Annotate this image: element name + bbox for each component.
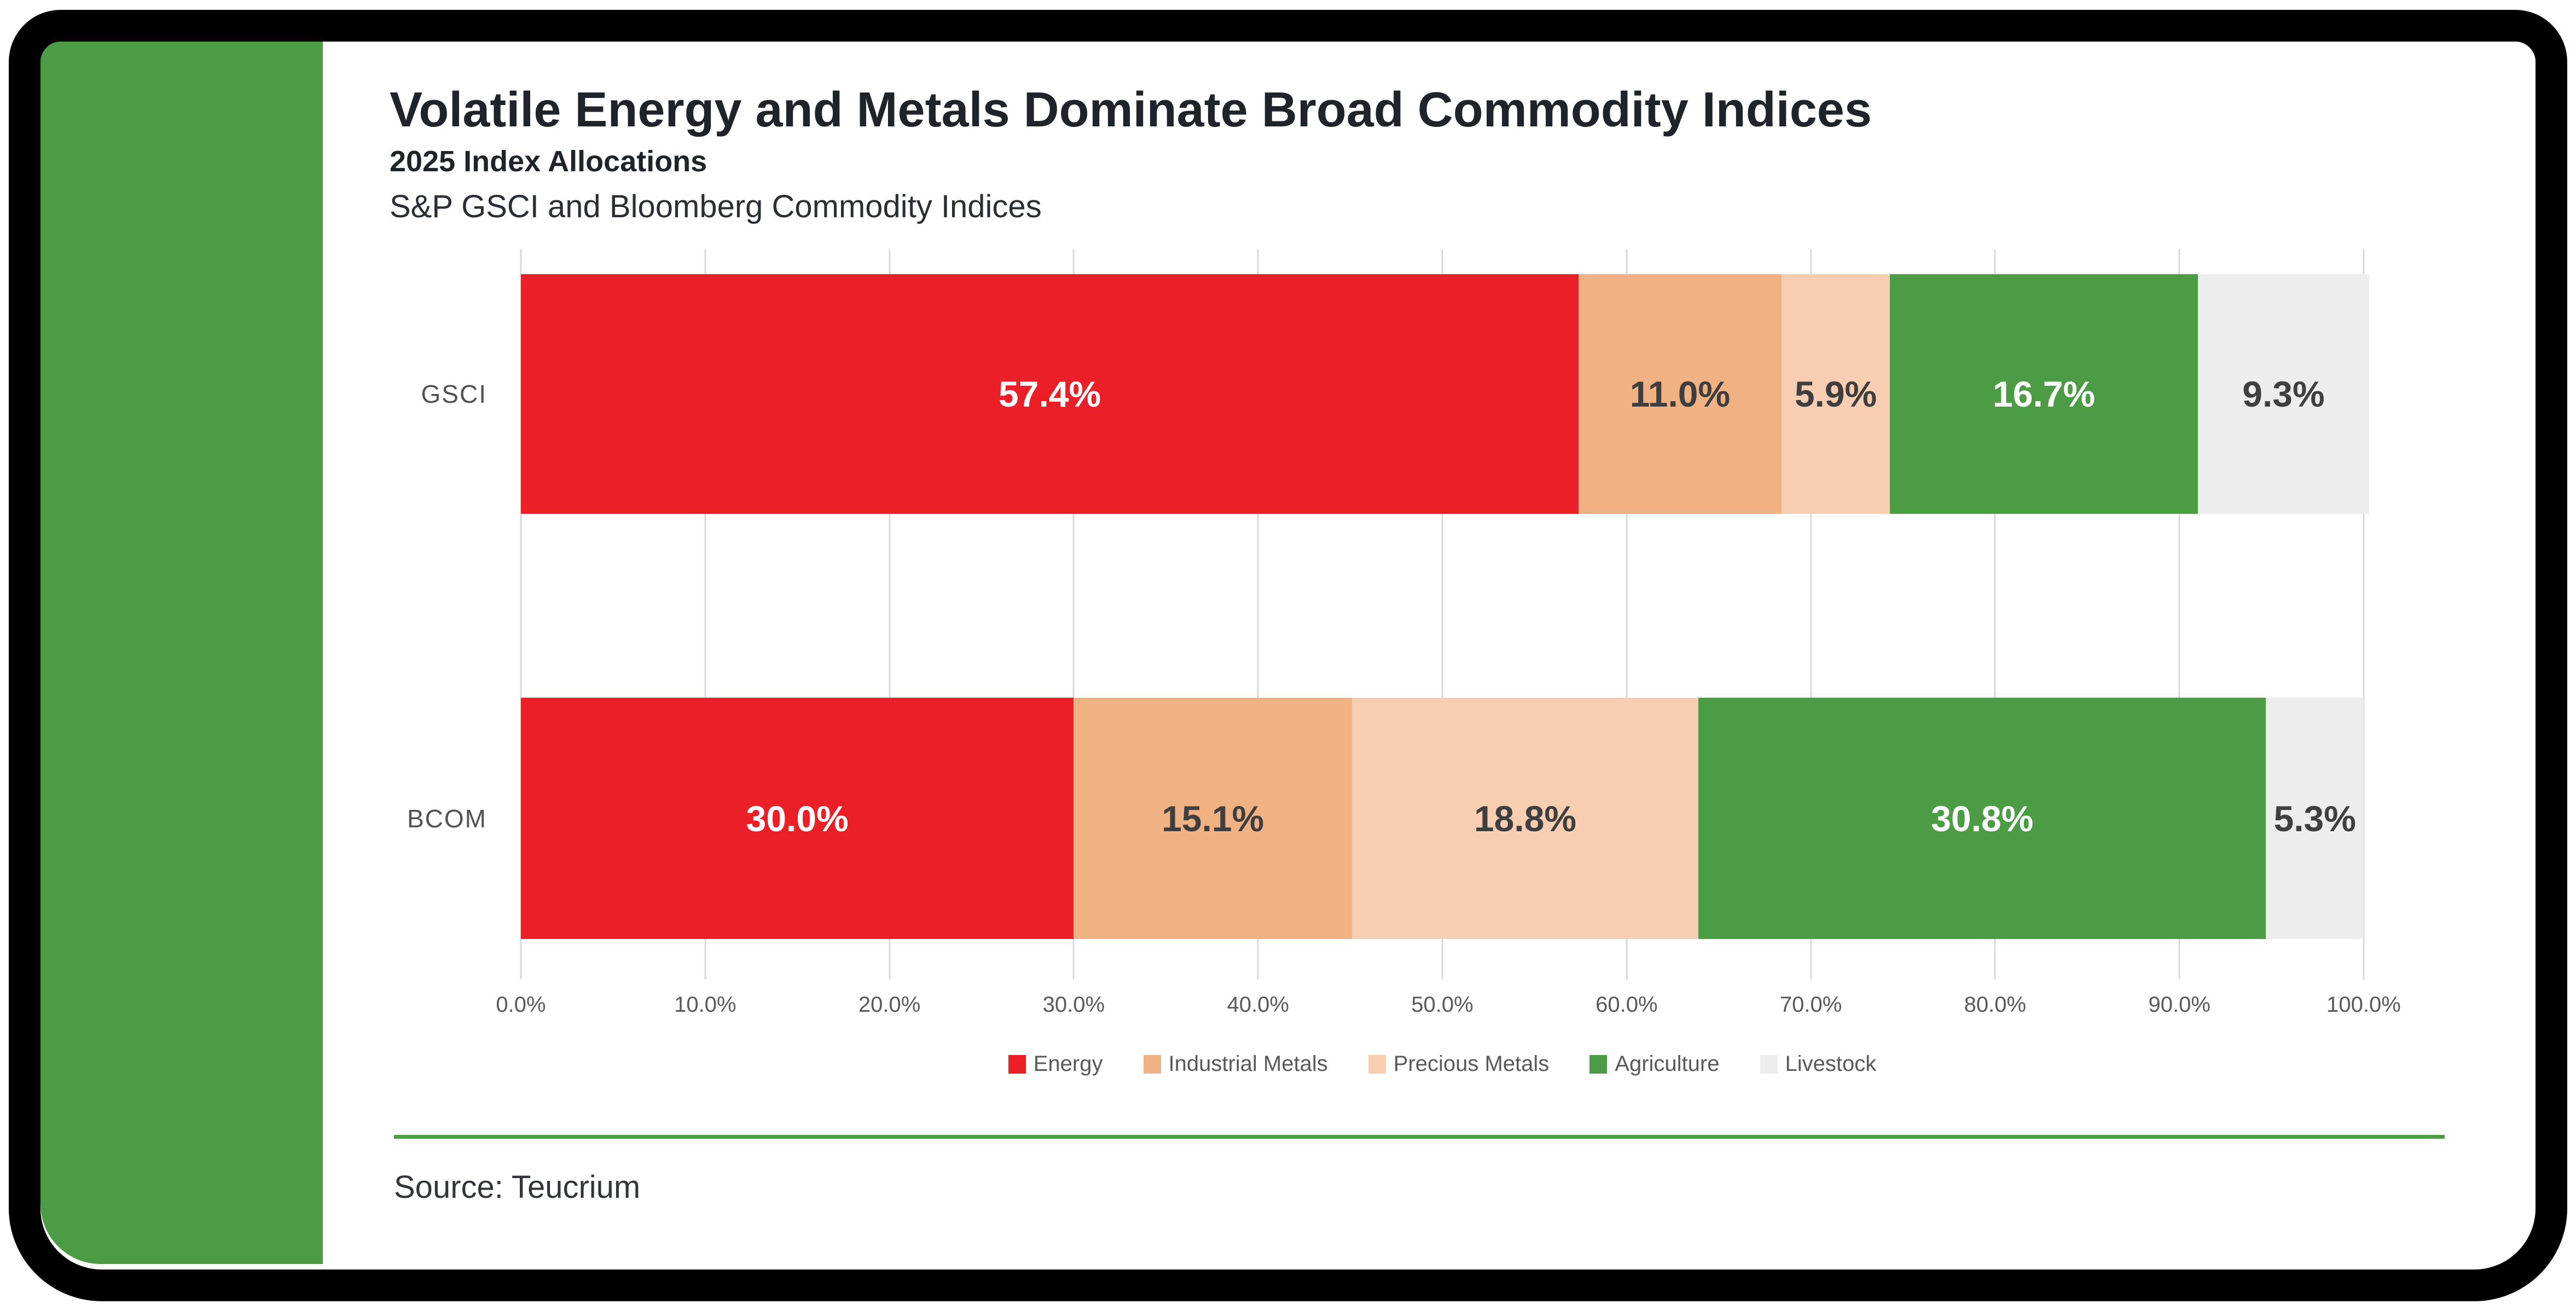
legend-item-agriculture: Agriculture (1589, 1052, 1720, 1076)
x-tick-label: 50.0% (1411, 993, 1473, 1017)
bar-segment-label: 30.0% (746, 798, 849, 839)
x-tick-label: 40.0% (1227, 993, 1289, 1017)
legend-item-energy: Energy (1008, 1052, 1103, 1076)
bar-segment-label: 57.4% (999, 374, 1101, 414)
legend-item-livestock: Livestock (1760, 1052, 1877, 1076)
bar-segment-label: 18.8% (1473, 798, 1577, 839)
category-label-gsci: GSCI (421, 380, 487, 408)
x-gridline (1994, 249, 1996, 979)
legend-label: Industrial Metals (1168, 1052, 1328, 1076)
bar-segment-label: 11.0% (1629, 374, 1731, 414)
x-gridline (1072, 249, 1075, 979)
x-gridline (704, 249, 706, 979)
bar-segment-label: 16.7% (1993, 374, 2096, 414)
x-gridline (2363, 249, 2365, 979)
legend-label: Energy (1033, 1052, 1103, 1076)
x-tick-label: 10.0% (674, 993, 736, 1017)
x-tick-label: 60.0% (1596, 993, 1658, 1017)
bar-segment-industrial-metals-gsci: 11.0% (1579, 274, 1782, 514)
x-tick-label: 30.0% (1042, 993, 1105, 1017)
category-label-bcom: BCOM (407, 804, 487, 833)
legend-label: Agriculture (1615, 1052, 1720, 1076)
bar-segment-energy-gsci: 57.4% (521, 274, 1579, 514)
x-gridline (2178, 249, 2180, 979)
legend-item-industrial-metals: Industrial Metals (1143, 1052, 1328, 1076)
legend-label: Precious Metals (1393, 1052, 1550, 1076)
bar-segment-precious-metals-gsci: 5.9% (1781, 274, 1890, 514)
x-gridline (520, 249, 522, 979)
bar-row-gsci: 57.4% 11.0% 5.9% 16.7% 9.3% (521, 274, 2370, 514)
bar-row-bcom: 30.0% 15.1% 18.8% 30.8% 5.3% (521, 698, 2364, 939)
footer-divider (394, 1135, 2445, 1139)
bar-segment-label: 30.8% (1931, 798, 2034, 839)
chart-legend: Energy Industrial Metals Precious Metals Ag… (521, 1052, 2364, 1076)
legend-swatch (1368, 1054, 1386, 1074)
plot-area: 0.0% 10.0% 20.0% 30.0% 40.0% 50.0% 60.0% 70.0% 8… (407, 249, 2401, 1017)
x-tick-label: 80.0% (1964, 993, 2027, 1017)
legend-swatch (1008, 1054, 1026, 1074)
x-tick-label: 0.0% (496, 993, 546, 1017)
bar-segment-label: 9.3% (2242, 374, 2325, 414)
legend-label: Livestock (1785, 1052, 1877, 1076)
x-gridline (1626, 249, 1628, 979)
legend-swatch (1589, 1054, 1608, 1074)
x-tick-label: 20.0% (858, 993, 921, 1017)
bar-segment-livestock-gsci: 9.3% (2197, 274, 2370, 514)
bar-segment-livestock-bcom: 5.3% (2266, 698, 2364, 939)
x-tick-label: 100.0% (2326, 993, 2401, 1017)
legend-item-precious-metals: Precious Metals (1368, 1052, 1550, 1076)
chart-description: S&P GSCI and Bloomberg Commodity Indices (390, 189, 1042, 224)
chart-title: Volatile Energy and Metals Dominate Broa… (390, 83, 1872, 137)
x-tick-label: 70.0% (1779, 993, 1842, 1017)
legend-swatch (1760, 1054, 1778, 1074)
bar-segment-label: 5.9% (1794, 374, 1877, 414)
brand-side-band (40, 36, 323, 1264)
x-gridline (1257, 249, 1259, 979)
legend-swatch (1143, 1054, 1161, 1074)
bar-segment-agriculture-gsci: 16.7% (1890, 274, 2198, 514)
bar-segment-agriculture-bcom: 30.8% (1698, 698, 2266, 939)
x-gridline (1810, 249, 1812, 979)
bar-segment-label: 15.1% (1162, 798, 1264, 839)
x-tick-label: 90.0% (2148, 993, 2211, 1017)
bar-segment-energy-bcom: 30.0% (521, 698, 1074, 939)
x-gridline (1441, 249, 1443, 979)
x-gridline (889, 249, 891, 979)
bar-segment-precious-metals-bcom: 18.8% (1351, 698, 1699, 939)
source-note: Source: Teucrium (394, 1169, 641, 1205)
chart-subtitle: 2025 Index Allocations (390, 145, 707, 178)
bar-segment-industrial-metals-bcom: 15.1% (1074, 698, 1352, 939)
bar-segment-label: 5.3% (2273, 798, 2356, 839)
